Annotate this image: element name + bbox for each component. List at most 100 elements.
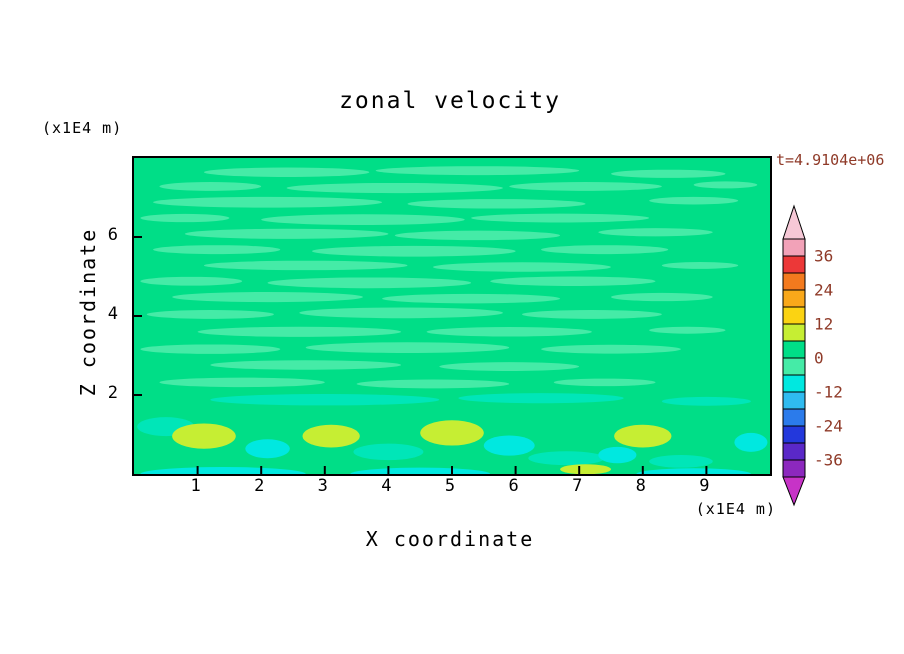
contour-band-cyan [636, 468, 751, 474]
contour-band-mint [203, 260, 408, 271]
contour-field [134, 158, 770, 474]
contour-band-chartreuse [302, 424, 360, 448]
colorbar-tick-label: 0 [814, 348, 824, 368]
x-axis-label: X coordinate [365, 527, 535, 551]
contour-band-mint [140, 344, 281, 354]
contour-band-mint [197, 326, 402, 337]
contour-band-mint [356, 379, 510, 389]
contour-plot-area [132, 156, 772, 476]
colorbar-segment [782, 306, 806, 325]
contour-band-teal [353, 443, 424, 461]
x-tick-label: 8 [635, 476, 646, 496]
contour-band-mint [375, 166, 580, 176]
colorbar-tick-label: 24 [814, 280, 834, 300]
y-tick-label: 2 [107, 383, 118, 403]
contour-band-mint [439, 362, 580, 371]
colorbar-segment [782, 391, 806, 410]
contour-band-mint [598, 228, 713, 237]
contour-band-mint [267, 277, 472, 289]
x-tick-label: 9 [699, 476, 710, 496]
contour-band-mint [172, 291, 363, 303]
x-axis-units-label: (x1E4 m) [695, 500, 776, 518]
contour-band-mint [312, 245, 516, 257]
contour-band-mint [394, 230, 561, 241]
colorbar-segment [782, 340, 806, 359]
contour-band-mint [153, 196, 383, 208]
contour-band-mint [509, 182, 662, 191]
x-tick-label: 5 [444, 476, 456, 496]
contour-band-chartreuse [560, 464, 611, 474]
contour-band-mint [184, 228, 389, 239]
contour-band-chartreuse [420, 420, 484, 446]
x-tick-label: 1 [190, 476, 201, 496]
x-tick-labels: 1 2 3 4 5 6 7 8 9 [132, 476, 772, 498]
contour-band-mint [693, 181, 758, 189]
contour-band-mint [146, 309, 274, 319]
contour-band-mint [649, 326, 726, 334]
contour-band-mint [159, 182, 262, 191]
contour-band-mint [553, 378, 656, 387]
contour-band-mint [649, 196, 739, 205]
contour-band-mint [471, 213, 650, 223]
colorbar-segment [782, 425, 806, 444]
y-axis-units-label: (x1E4 m) [42, 119, 123, 137]
colorbar-segment [782, 238, 806, 257]
colorbar-segment [782, 442, 806, 461]
colorbar-arrow-bottom [782, 476, 806, 507]
contour-band-mint [611, 292, 713, 302]
x-tick-label: 2 [254, 476, 265, 496]
y-tick-labels: 2 4 6 [92, 156, 126, 476]
colorbar-segment [782, 357, 806, 376]
contour-band-cyan [598, 446, 637, 464]
colorbar-segment [782, 459, 806, 478]
contour-band-mint [153, 245, 281, 255]
contour-band-mint [426, 327, 592, 337]
colorbar-segment [782, 272, 806, 291]
colorbar-segment [782, 374, 806, 393]
contour-band-mint [611, 169, 726, 178]
colorbar-tick-label: 36 [814, 246, 834, 266]
contour-band-mint [541, 344, 681, 354]
contour-band-mint [407, 199, 586, 209]
chart-title: zonal velocity [339, 88, 561, 114]
colorbar-segment [782, 323, 806, 342]
y-tick-label: 6 [107, 225, 118, 245]
colorbar-segment [782, 255, 806, 274]
colorbar-arrow-top [782, 204, 806, 240]
contour-band-mint [541, 245, 669, 255]
contour-band-mint [432, 262, 611, 272]
contour-band-mint [521, 309, 662, 319]
colorbar-tick-label: -12 [814, 382, 843, 402]
contour-band-mint [299, 307, 503, 319]
contour-band-cyan [350, 467, 491, 474]
contour-band-teal [210, 394, 440, 406]
contour-band-mint [210, 360, 402, 370]
contour-band-cyan [734, 432, 768, 452]
contour-band-chartreuse [172, 423, 236, 449]
contour-band-mint [261, 214, 465, 225]
contour-band-cyan [483, 435, 535, 456]
colorbar-scale [782, 204, 806, 507]
colorbar: 36 24 12 0 -12 -24 -36 [780, 203, 900, 515]
contour-band-teal [649, 455, 713, 468]
contour-band-mint [661, 261, 739, 269]
colorbar-tick-label: -24 [814, 416, 843, 436]
timestamp-label: t=4.9104e+06 [776, 151, 885, 169]
contour-band-cyan [140, 467, 306, 474]
contour-band-teal [458, 393, 624, 404]
y-tick-label: 4 [107, 304, 118, 324]
contour-band-cyan [245, 439, 290, 459]
contour-band-mint [286, 182, 503, 194]
contour-band-mint [203, 167, 370, 177]
colorbar-tick-label: -36 [814, 450, 843, 470]
x-tick-label: 7 [572, 476, 583, 496]
contour-band-chartreuse [614, 424, 672, 448]
x-tick-label: 3 [317, 476, 328, 496]
x-tick-label: 4 [381, 476, 392, 496]
colorbar-segment [782, 289, 806, 308]
colorbar-segment [782, 408, 806, 427]
contour-band-teal [661, 396, 751, 406]
x-tick-label: 6 [508, 476, 519, 496]
contour-band-mint [305, 342, 510, 353]
